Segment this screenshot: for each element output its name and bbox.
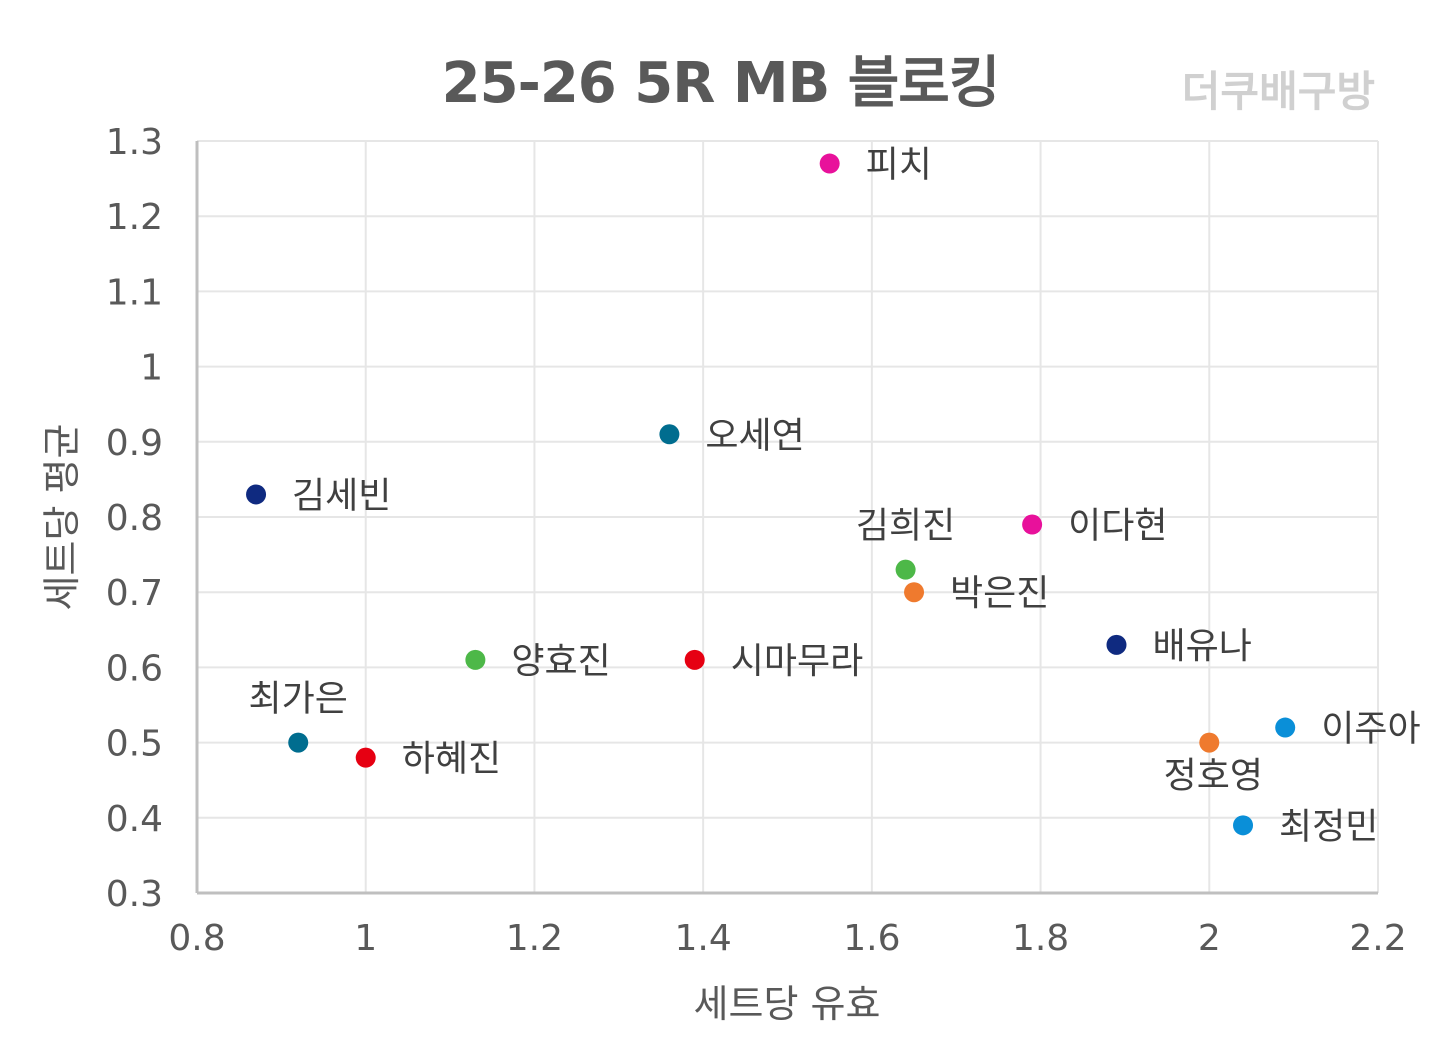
- data-point: [465, 649, 486, 670]
- data-label: 김세빈: [292, 475, 391, 516]
- data-label: 이다현: [1068, 506, 1167, 547]
- x-tick-label: 0.8: [168, 918, 225, 959]
- y-tick-label: 0.8: [106, 498, 163, 539]
- x-tick-label: 1.8: [1012, 918, 1069, 959]
- y-tick-label: 0.4: [106, 799, 163, 840]
- y-tick-label: 0.7: [106, 573, 163, 614]
- data-point: [904, 582, 925, 603]
- axes: [195, 141, 1378, 895]
- y-tick-label: 0.3: [106, 874, 163, 915]
- y-tick-label: 1: [140, 348, 163, 389]
- data-label: 김희진: [856, 506, 955, 547]
- data-point: [288, 732, 309, 753]
- data-label: 피치: [866, 145, 932, 186]
- data-label: 최정민: [1279, 806, 1378, 847]
- x-tick-label: 2: [1198, 918, 1221, 959]
- data-point: [684, 649, 705, 670]
- data-label: 박은진: [950, 573, 1049, 614]
- data-point: [819, 153, 840, 174]
- data-point: [355, 747, 376, 768]
- data-point: [1106, 634, 1127, 655]
- watermark: 더쿠배구방: [1181, 67, 1375, 116]
- x-tick-label: 2.2: [1349, 918, 1406, 959]
- x-axis-label: 세트당 유효: [694, 982, 881, 1026]
- data-point: [1022, 514, 1043, 535]
- y-tick-label: 0.6: [106, 648, 163, 689]
- data-label: 이주아: [1321, 709, 1420, 750]
- data-label: 양효진: [511, 641, 610, 682]
- data-label: 정호영: [1164, 756, 1263, 797]
- x-tick-label: 1.6: [843, 918, 900, 959]
- data-point: [1275, 717, 1296, 738]
- y-axis-label: 세트당 평균: [40, 424, 84, 611]
- y-tick-label: 0.5: [106, 724, 163, 765]
- data-label: 배유나: [1152, 626, 1251, 667]
- data-point: [246, 484, 267, 505]
- y-tick-label: 0.9: [106, 423, 163, 464]
- chart-title: 25-26 5R MB 블로킹: [441, 51, 1001, 116]
- tick-labels: 0.8 1 1.2 1.4 1.6 1.8 2 2.2 0.3 0.4 0.5 0.6 0.7 0.8 0.…: [106, 122, 1407, 959]
- data-point: [1233, 815, 1254, 836]
- y-tick-label: 1.1: [106, 272, 163, 313]
- data-point: [659, 424, 680, 445]
- x-tick-label: 1: [354, 918, 377, 959]
- data-label: 시마무라: [731, 641, 863, 682]
- data-label: 최가은: [249, 679, 348, 720]
- gridlines: [197, 140, 1379, 893]
- data-label: 하혜진: [402, 739, 501, 780]
- data-points: [246, 153, 1296, 836]
- data-label: 오세연: [705, 415, 804, 456]
- data-point: [1199, 732, 1220, 753]
- y-tick-label: 1.2: [106, 197, 163, 238]
- data-point: [895, 559, 916, 580]
- y-tick-label: 1.3: [106, 122, 163, 163]
- x-tick-label: 1.4: [675, 918, 732, 959]
- x-tick-label: 1.2: [506, 918, 563, 959]
